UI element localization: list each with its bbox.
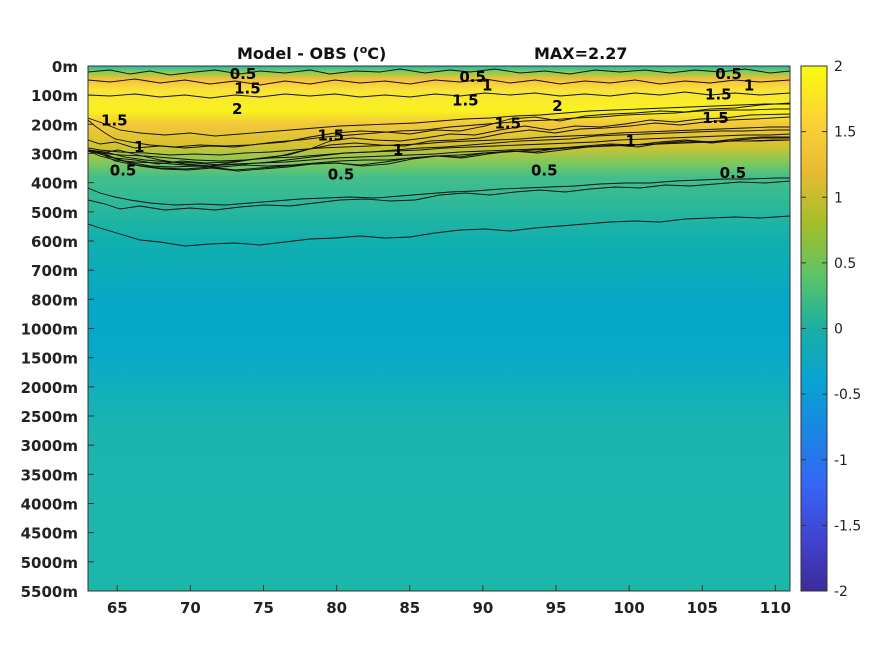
contour-line (88, 116, 790, 165)
contour-line (88, 136, 790, 171)
y-tick-label: 800m (31, 291, 78, 309)
x-tick-label: 65 (107, 599, 128, 617)
y-tick-label: 0m (52, 58, 78, 76)
contour-line (88, 126, 790, 156)
contour-label: 0.5 (110, 161, 137, 179)
contour-label: 1 (134, 138, 144, 156)
contour-line (88, 113, 790, 167)
contour-label: 0.5 (531, 161, 558, 179)
contour-label: 0.5 (459, 68, 486, 86)
colorbar-tick-label: 1.5 (834, 125, 856, 141)
contour-label: 1.5 (705, 85, 732, 103)
contour-line (88, 215, 790, 247)
colorbar-tick-label: 0.5 (834, 256, 856, 272)
contour-line (88, 177, 790, 206)
y-tick-label: 4500m (21, 525, 78, 543)
colorbar-tick-label: -2 (834, 584, 848, 600)
contour-line (88, 108, 790, 148)
y-tick-label: 700m (31, 262, 78, 280)
y-tick-label: 100m (31, 87, 78, 105)
y-tick-label: 2500m (21, 408, 78, 426)
contour-line (88, 91, 790, 99)
y-tick-label: 5000m (21, 554, 78, 572)
title-left: Model - OBS (oC) (237, 43, 386, 63)
y-tick-label: 3500m (21, 466, 78, 484)
contour-label: 1 (482, 77, 492, 95)
x-tick-label: 70 (180, 599, 201, 617)
title-right: MAX=2.27 (534, 44, 628, 63)
contour-line (88, 102, 790, 149)
x-tick-label: 95 (546, 599, 567, 617)
y-axis: 0m 100m 200m 300m 400m 500m 600m 700m 800m 1000m 1… (21, 58, 94, 601)
contour-label: 1.5 (702, 109, 729, 127)
x-tick-label: 110 (760, 599, 791, 617)
y-tick-label: 200m (31, 116, 78, 134)
contour-line (88, 103, 790, 137)
contour-label: 2 (552, 97, 562, 115)
contour-labels: 0.51.521.510.51.510.50.511.5 21.50.510.51… (101, 65, 754, 184)
x-tick-label: 100 (613, 599, 644, 617)
contour-label: 1.5 (234, 80, 261, 98)
x-tick-label: 90 (472, 599, 493, 617)
x-tick-label: 80 (326, 599, 347, 617)
contour-label: 1 (744, 77, 754, 95)
y-tick-label: 3000m (21, 437, 78, 455)
contour-line (88, 180, 790, 211)
contour-label: 0.5 (230, 65, 257, 83)
colorbar-tick-label: 2 (834, 59, 843, 75)
contour-label: 1.5 (317, 126, 344, 144)
heatmap-field (88, 66, 790, 591)
contour-label: 2 (232, 100, 242, 118)
y-tick-label: 1000m (21, 321, 78, 339)
y-tick-label: 5500m (21, 583, 78, 601)
colorbar-tick-label: 0 (834, 322, 843, 338)
contour-label: 1.5 (101, 112, 128, 130)
colorbar-tick-label: 1 (834, 190, 843, 206)
colorbar-tick-label: -1 (834, 453, 848, 469)
contour-label: 0.5 (720, 164, 747, 182)
contour-lines (88, 68, 790, 247)
contour-label: 1 (393, 141, 403, 159)
colorbar-ticks: 2 1.5 1 0.5 0 -0.5 -1 -1.5 -2 (801, 59, 861, 600)
chart-title: Model - OBS (oC) MAX=2.27 (237, 43, 628, 63)
contour-line (88, 137, 790, 172)
contour-line (88, 129, 790, 166)
plot-area: 0.51.521.510.51.510.50.511.5 21.50.510.51… (87, 65, 791, 592)
y-tick-label: 1500m (21, 350, 78, 368)
y-tick-label: 4000m (21, 496, 78, 514)
contour-line (88, 78, 790, 86)
y-tick-label: 400m (31, 175, 78, 193)
x-tick-label: 75 (253, 599, 274, 617)
contour-label: 1.5 (494, 115, 521, 133)
contour-line (88, 68, 790, 76)
colorbar-tick-label: -1.5 (834, 518, 861, 534)
x-axis: 65 70 75 80 85 90 95 100 105 110 (107, 585, 791, 617)
colorbar-tick-label: -0.5 (834, 387, 861, 403)
contour-label: 0.5 (328, 166, 355, 184)
y-tick-label: 2000m (21, 379, 78, 397)
contour-line (88, 133, 790, 162)
y-tick-label: 600m (31, 233, 78, 251)
y-tick-label: 500m (31, 204, 78, 222)
x-tick-label: 105 (687, 599, 718, 617)
y-tick-label: 300m (31, 146, 78, 164)
contour-label: 1.5 (452, 91, 479, 109)
contour-label: 1 (625, 132, 635, 150)
contour-label: 0.5 (715, 65, 742, 83)
colorbar: 2 1.5 1 0.5 0 -0.5 -1 -1.5 -2 (800, 59, 861, 600)
x-tick-label: 85 (399, 599, 420, 617)
